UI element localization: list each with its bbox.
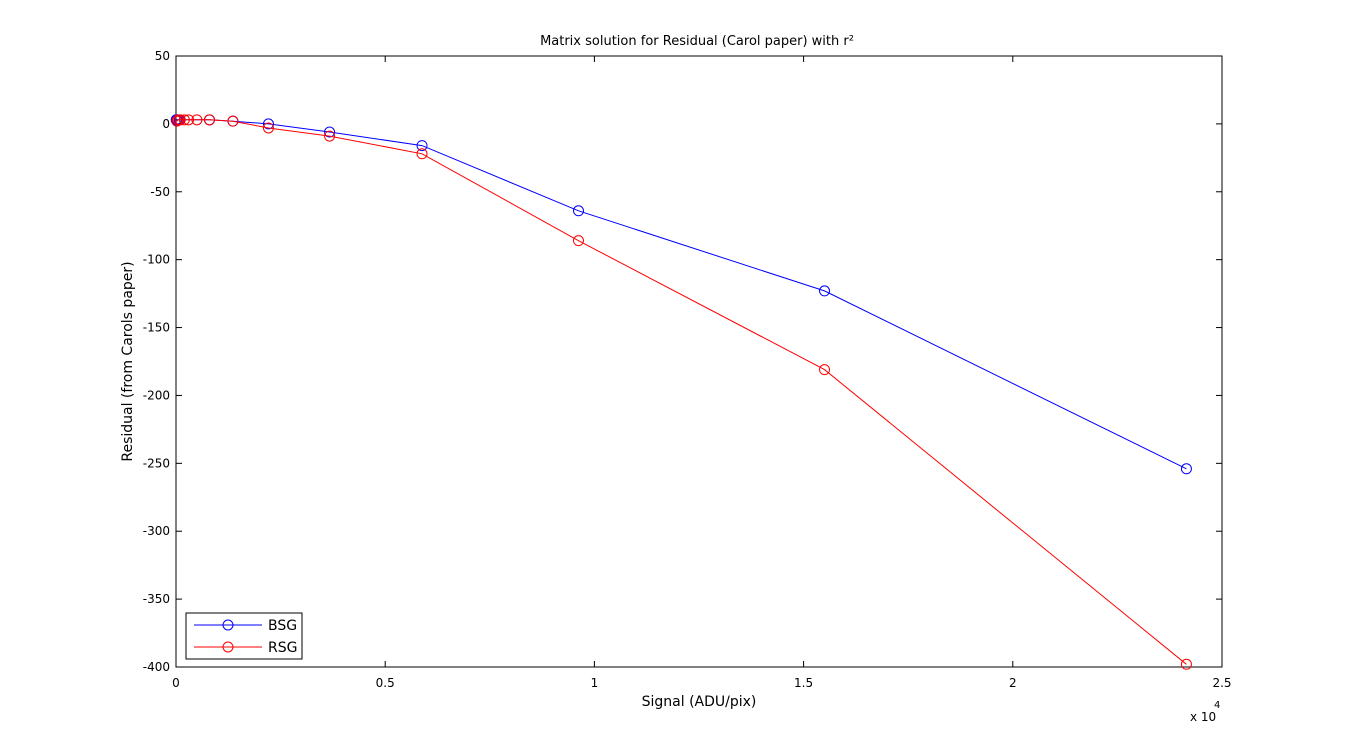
legend-box bbox=[185, 612, 303, 660]
data-point-bsg bbox=[262, 118, 274, 130]
plot-area bbox=[175, 55, 1223, 668]
x-tick-label: 0.5 bbox=[376, 676, 395, 690]
legend-entry-label: RSG bbox=[268, 640, 297, 656]
y-tick-label: -250 bbox=[143, 456, 170, 470]
data-point-rsg bbox=[174, 114, 186, 126]
data-point-rsg bbox=[183, 114, 195, 126]
y-tick-label: -100 bbox=[143, 253, 170, 267]
data-point-rsg bbox=[227, 115, 239, 127]
series-line-rsg bbox=[176, 119, 1187, 665]
x-tick-label: 2 bbox=[1009, 676, 1017, 690]
y-axis-label: Residual (from Carols paper) bbox=[120, 261, 136, 461]
data-point-bsg bbox=[324, 126, 336, 138]
data-point-rsg bbox=[191, 114, 203, 126]
y-tick-label: 50 bbox=[155, 49, 170, 63]
legend-entry-label: BSG bbox=[268, 618, 297, 634]
data-point-rsg bbox=[262, 122, 274, 134]
data-point-rsg bbox=[819, 364, 831, 376]
series-layer bbox=[170, 114, 1192, 670]
y-tick-label: 0 bbox=[162, 117, 170, 131]
x-axis-exponent-base: x 10 bbox=[1190, 710, 1216, 724]
chart-title: Matrix solution for Residual (Carol pape… bbox=[540, 34, 854, 49]
x-tick-label: 0 bbox=[172, 676, 180, 690]
legend: BSG RSG bbox=[185, 612, 303, 660]
y-tick-label: -400 bbox=[143, 660, 170, 674]
legend-marker bbox=[222, 619, 234, 631]
data-point-rsg bbox=[203, 114, 215, 126]
y-tick-label: -50 bbox=[150, 185, 170, 199]
data-point-rsg bbox=[324, 130, 336, 142]
x-tick-label: 1 bbox=[591, 676, 599, 690]
data-point-bsg bbox=[416, 140, 428, 152]
data-point-rsg bbox=[573, 235, 585, 247]
series-rsg bbox=[171, 114, 1192, 670]
x-tick-label: 2.5 bbox=[1212, 676, 1231, 690]
data-point-bsg bbox=[573, 205, 585, 217]
data-point-bsg bbox=[1180, 463, 1192, 475]
data-point-rsg bbox=[1180, 658, 1192, 670]
y-tick-label: -300 bbox=[143, 524, 170, 538]
y-tick-label: -150 bbox=[143, 321, 170, 335]
legend-marker bbox=[222, 641, 234, 653]
axis-ticks: 0 0.5 1 1.5 2 2.5 50 0 -50 -100 -150 -200 -250 -300 -3… bbox=[143, 49, 1232, 690]
y-tick-label: -350 bbox=[143, 592, 170, 606]
data-point-rsg bbox=[416, 148, 428, 160]
x-axis-label: Signal (ADU/pix) bbox=[642, 694, 757, 710]
x-axis-exponent-power: 4 bbox=[1214, 700, 1220, 711]
data-point-bsg bbox=[819, 285, 831, 297]
x-tick-label: 1.5 bbox=[794, 676, 813, 690]
y-tick-label: -200 bbox=[143, 388, 170, 402]
data-point-rsg bbox=[178, 114, 190, 126]
